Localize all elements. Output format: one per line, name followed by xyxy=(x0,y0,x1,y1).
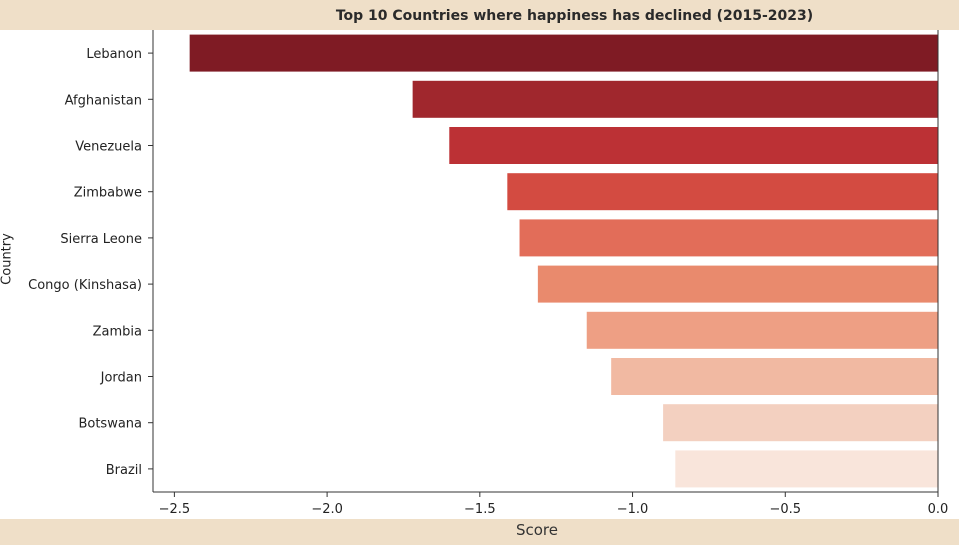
x-axis-title: Score xyxy=(515,521,558,539)
bar xyxy=(586,311,938,349)
y-tick-label: Zimbabwe xyxy=(74,186,142,201)
bar xyxy=(507,173,938,211)
y-tick-label: Sierra Leone xyxy=(60,232,142,247)
y-tick-label: Lebanon xyxy=(86,47,142,62)
x-tick-label: −0.5 xyxy=(769,502,801,517)
bar xyxy=(412,80,938,118)
x-tick-label: −2.0 xyxy=(311,502,343,517)
x-tick-label: 0.0 xyxy=(928,502,949,517)
bar xyxy=(189,34,939,72)
x-tick-label: −2.5 xyxy=(159,502,191,517)
bar xyxy=(663,404,938,442)
y-tick-label: Congo (Kinshasa) xyxy=(28,278,142,293)
y-axis-title: Country xyxy=(0,233,15,285)
chart-title: Top 10 Countries where happiness has dec… xyxy=(335,8,814,24)
y-tick-label: Brazil xyxy=(106,463,142,478)
bar xyxy=(611,358,938,395)
bar xyxy=(449,127,938,164)
y-tick-label: Afghanistan xyxy=(65,93,142,108)
title-band xyxy=(0,0,959,30)
y-tick-label: Zambia xyxy=(93,324,142,339)
y-tick-label: Jordan xyxy=(100,371,142,386)
bar xyxy=(675,450,938,488)
y-tick-label: Venezuela xyxy=(75,140,142,155)
bar xyxy=(519,219,938,257)
x-tick-label: −1.0 xyxy=(617,502,649,517)
bar xyxy=(537,265,938,303)
x-tick-label: −1.5 xyxy=(464,502,496,517)
y-tick-label: Botswana xyxy=(78,417,142,432)
xlabel-band xyxy=(0,519,959,545)
